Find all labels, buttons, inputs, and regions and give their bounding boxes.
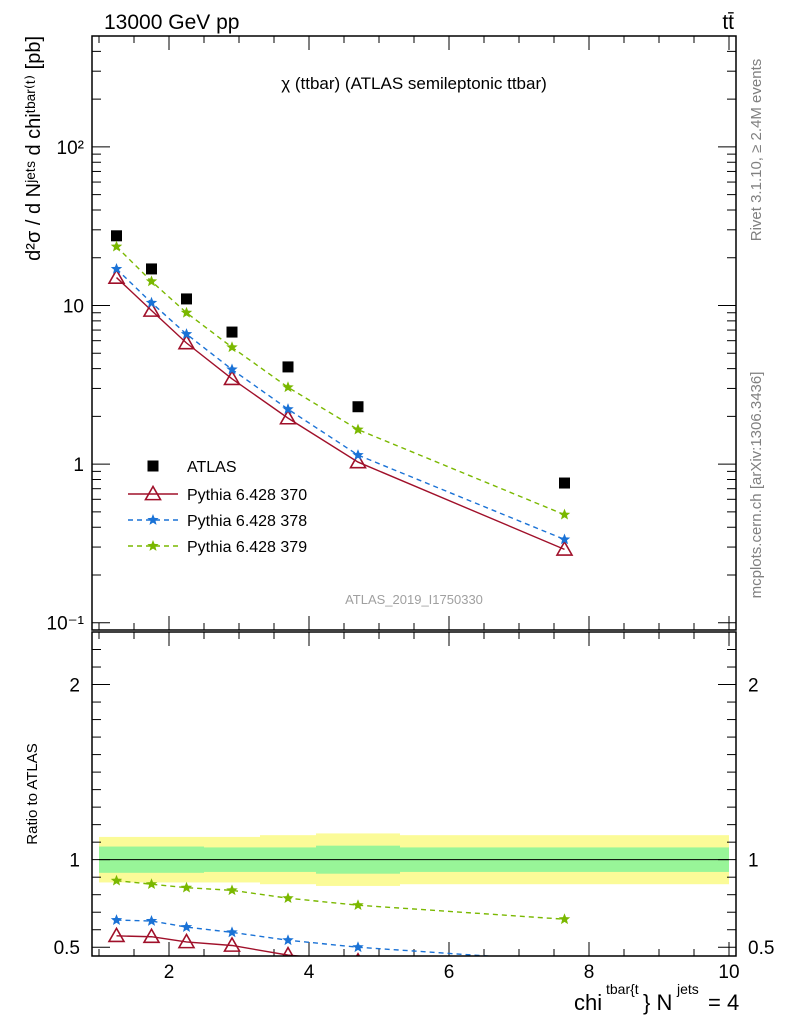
process-label: tt̄ [722,11,734,34]
main-frame [91,35,737,631]
ratio-point [282,946,294,956]
ratio-point [180,881,193,893]
data-point [282,361,294,373]
x-tick-label: 8 [584,962,595,983]
data-point [145,275,158,287]
analysis-watermark: ATLAS_2019_I1750330 [345,592,483,607]
ratio-point [282,934,294,946]
legend-marker [147,460,159,472]
ratio-point [352,899,364,911]
ratio-tick-label-right: 1 [748,851,759,872]
ratio-point [226,926,238,938]
x-tick-label: 6 [444,962,455,983]
x-tick-label: 10 [718,962,739,983]
ratio-line [116,935,307,956]
svg-text:chi: chi [574,990,602,1015]
ratio-point [352,941,364,953]
main-panel: 10⁻¹ 1 10 10² [47,35,737,956]
data-point [352,423,364,435]
data-point [180,306,193,318]
legend-label: ATLAS [187,459,237,476]
ratio-point [226,884,238,896]
data-point [558,533,571,545]
legend-label: Pythia 6.428 370 [187,487,307,504]
ratio-tick-label: 1 [69,851,80,872]
y-axis-title: d²σ / d Nʲᵉᵗˢ d chiᵗᵇᵃʳ⁽ᵗ⁾ [pb] [23,36,45,261]
data-point [110,240,123,252]
data-point [110,262,123,274]
source-label: mcplots.cern.ch [arXiv:1306.3436] [748,372,765,599]
data-point [180,328,193,339]
data-point [352,401,364,413]
data-point [559,477,570,489]
data-point [279,409,297,425]
ratio-tick-label-right: 2 [748,676,759,697]
ratio-point [180,921,193,932]
ratio-axis-title: Ratio to ATLAS [24,743,41,844]
data-point [226,326,238,338]
data-point [226,363,238,375]
data-point [111,230,122,242]
ratio-point [107,926,126,943]
series-line [116,246,565,516]
ratio-point [557,970,572,983]
legend: ATLAS Pythia 6.428 370 Pythia 6.428 378 Pyt… [128,459,307,556]
ratio-point [558,913,571,925]
x-tick-label: 4 [304,962,315,983]
ratio-tick-label-right: 0.5 [748,938,774,959]
y-tick-label: 10² [57,138,84,159]
data-point [146,263,157,275]
ratio-point [223,936,241,952]
ratio-tick-label: 2 [69,676,80,697]
legend-label: Pythia 6.428 379 [187,539,307,556]
data-point [107,268,126,284]
data-point [145,296,158,308]
data-point [558,508,571,520]
rivet-label: Rivet 3.1.10, ≥ 2.4M events [748,59,765,242]
ratio-point [564,955,565,956]
legend-label: Pythia 6.428 378 [187,513,307,530]
data-point [226,341,238,353]
legend-marker [147,540,159,551]
x-tick-label: 2 [164,962,175,983]
data-point [349,452,367,469]
y-tick-label: 10 [63,296,84,317]
data-point [223,369,241,386]
ratio-point [142,927,161,944]
energy-label: 13000 GeV pp [104,11,239,34]
series-line [116,277,565,551]
svg-text:jets: jets [676,981,699,997]
svg-text:tbar{t: tbar{t [606,981,639,997]
ratio-frame [91,631,737,957]
ratio-point [145,878,158,890]
x-axis-title: chi tbar{t } N jets = 4 [574,981,739,1015]
legend-marker [144,484,162,501]
data-point [181,293,192,305]
data-point [282,381,294,393]
data-point [177,333,196,350]
svg-text:= 4: = 4 [708,990,739,1015]
data-point [282,403,294,415]
data-point [142,301,161,317]
ratio-point [145,914,158,926]
data-point [352,449,364,460]
chart-title: χ (ttbar) (ATLAS semileptonic ttbar) [281,74,547,93]
ratio-tick-label: 0.5 [54,938,80,959]
svg-text:} N: } N [643,990,672,1015]
y-tick-label: 10⁻¹ [47,614,85,635]
legend-marker [147,514,159,525]
ratio-panel: 2 4 6 8 10 0.5 0.5 1 1 2 2 [54,631,774,983]
ratio-point [177,932,196,949]
ratio-point [282,892,294,904]
y-tick-label: 1 [73,455,84,476]
data-point [555,540,574,556]
ratio-point [110,914,123,925]
ratio-point [110,874,123,886]
